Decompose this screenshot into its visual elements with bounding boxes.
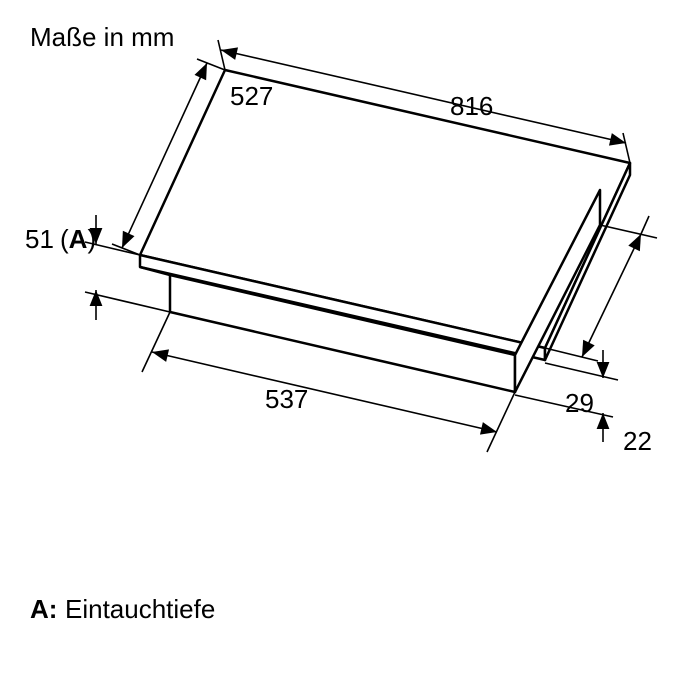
dim-label-bottom-537: 537 [265,384,308,414]
product-outline [140,70,630,392]
footnote-text: Eintauchtiefe [65,594,215,624]
dim-label-height-51: 51 [25,224,54,254]
dim-label-width-816: 816 [450,91,493,121]
footnote-key: A: [30,594,57,624]
diagram-title: Maße in mm [30,22,174,52]
dim-ref-A: (A) [60,224,96,254]
dim-label-depth-527: 527 [230,81,273,111]
dim-label-edge-22: 22 [623,426,652,456]
technical-drawing: Maße in mm 527 816 537 51(A) 29 22 A: Eintauc… [0,0,675,675]
dim-label-edge-29: 29 [565,388,594,418]
